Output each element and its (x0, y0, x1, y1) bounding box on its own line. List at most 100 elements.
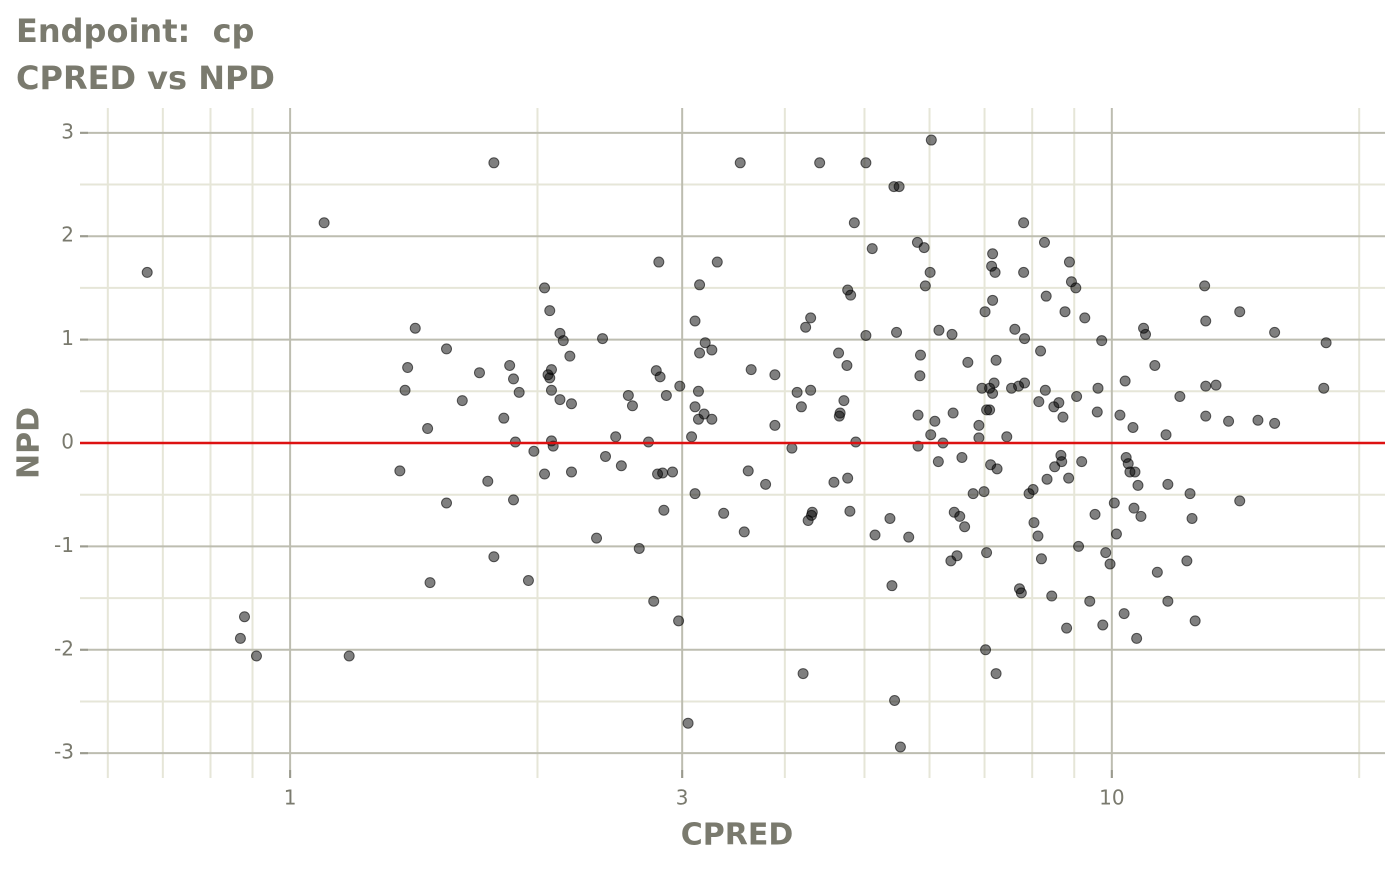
point (866, 243, 878, 255)
point (1149, 359, 1161, 371)
point (343, 650, 355, 662)
point (860, 157, 872, 169)
point (980, 644, 992, 656)
point (591, 532, 603, 544)
point (833, 347, 845, 359)
y-tick-label: 0 (61, 430, 74, 454)
point (654, 371, 666, 383)
point (844, 505, 856, 517)
point (1223, 415, 1235, 427)
point (956, 451, 968, 463)
point (699, 337, 711, 349)
point (522, 575, 534, 587)
point (1210, 379, 1222, 391)
point (1059, 306, 1071, 318)
point (718, 507, 730, 519)
point (318, 217, 330, 229)
point (800, 321, 812, 333)
x-tick-label: 1 (284, 786, 297, 810)
point (673, 615, 685, 627)
point (1234, 495, 1246, 507)
point (991, 463, 1003, 475)
point (689, 488, 701, 500)
point (919, 280, 931, 292)
point (694, 347, 706, 359)
point (1028, 517, 1040, 529)
point (1019, 377, 1031, 389)
point (1114, 409, 1126, 421)
point (884, 512, 896, 524)
point (422, 423, 434, 435)
point (402, 362, 414, 374)
point (488, 551, 500, 563)
point (1140, 328, 1152, 340)
x-axis-title: CPRED (681, 818, 794, 853)
point (1041, 473, 1053, 485)
point (933, 324, 945, 336)
point (973, 419, 985, 431)
point (795, 401, 807, 413)
point (914, 370, 926, 382)
point (648, 595, 660, 607)
point (1009, 323, 1021, 335)
point (622, 389, 634, 401)
point (1128, 502, 1140, 514)
point (981, 547, 993, 559)
point (1104, 558, 1116, 570)
point (903, 531, 915, 543)
point (797, 668, 809, 680)
point (860, 329, 872, 341)
point (1189, 615, 1201, 627)
point (539, 468, 551, 480)
y-tick-label: -1 (54, 533, 74, 557)
point (1038, 236, 1050, 248)
point (682, 717, 694, 729)
point (1129, 466, 1141, 478)
point (528, 445, 540, 457)
point (1100, 547, 1112, 559)
x-tick-label: 3 (676, 786, 689, 810)
point (250, 650, 262, 662)
point (769, 369, 781, 381)
point (1110, 528, 1122, 540)
point (845, 289, 857, 301)
point (456, 395, 468, 407)
point (745, 364, 757, 376)
point (600, 450, 612, 462)
point (610, 431, 622, 443)
point (498, 412, 510, 424)
point (1097, 619, 1109, 631)
point (1015, 587, 1027, 599)
point (954, 510, 966, 522)
point (828, 476, 840, 488)
point (1108, 497, 1120, 509)
point (1076, 456, 1088, 468)
point (805, 384, 817, 396)
point (886, 580, 898, 592)
point (667, 466, 679, 478)
point (962, 356, 974, 368)
point (1018, 266, 1030, 278)
point (918, 242, 930, 254)
point (951, 550, 963, 562)
point (1019, 333, 1031, 345)
point (698, 408, 710, 420)
point (959, 521, 971, 533)
point (1033, 396, 1045, 408)
y-tick-label: 2 (61, 223, 74, 247)
point (1119, 375, 1131, 387)
point (967, 488, 979, 500)
y-tick-label: -2 (54, 636, 74, 660)
point (988, 377, 1000, 389)
point (545, 384, 557, 396)
point (1096, 335, 1108, 347)
point (734, 157, 746, 169)
point (706, 413, 718, 425)
point (1089, 508, 1101, 520)
point (399, 384, 411, 396)
point (925, 429, 937, 441)
point (932, 456, 944, 468)
point (987, 387, 999, 399)
point (544, 305, 556, 317)
